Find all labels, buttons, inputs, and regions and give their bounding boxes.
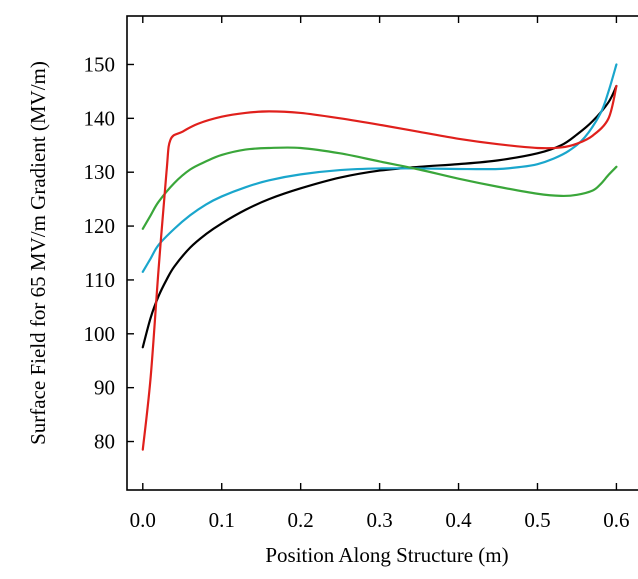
x-tick-label: 0.5: [524, 508, 550, 532]
x-tick-label: 0.2: [288, 508, 314, 532]
plot-frame: [126, 15, 638, 491]
y-tick-label: 80: [94, 430, 115, 454]
y-tick-label: 150: [84, 52, 116, 76]
x-tick-label: 0.4: [445, 508, 472, 532]
y-tick-label: 110: [84, 268, 115, 292]
x-axis: 0.0 0.1 0.2 0.3 0.4 0.5 0.6: [130, 16, 630, 532]
y-axis-title: Surface Field for 65 MV/m Gradient (MV/m…: [26, 61, 50, 445]
series-line-black: [141, 84, 618, 349]
y-tick-label: 90: [94, 376, 115, 400]
y-tick-label: 100: [84, 322, 116, 346]
x-tick-label: 0.6: [603, 508, 629, 532]
y-tick-label: 140: [84, 106, 116, 130]
series-line-red: [141, 84, 618, 451]
series-line-cyan: [141, 63, 618, 273]
y-axis: 80 90 100 110 120 130 140 150: [84, 52, 134, 454]
x-axis-title: Position Along Structure (m): [265, 543, 508, 567]
x-tick-label: 0.1: [209, 508, 235, 532]
series-line-green: [141, 146, 618, 230]
x-tick-label: 0.0: [130, 508, 156, 532]
y-tick-label: 130: [84, 160, 116, 184]
x-tick-label: 0.3: [366, 508, 392, 532]
series-lines: [141, 63, 618, 451]
y-tick-label: 120: [84, 214, 116, 238]
